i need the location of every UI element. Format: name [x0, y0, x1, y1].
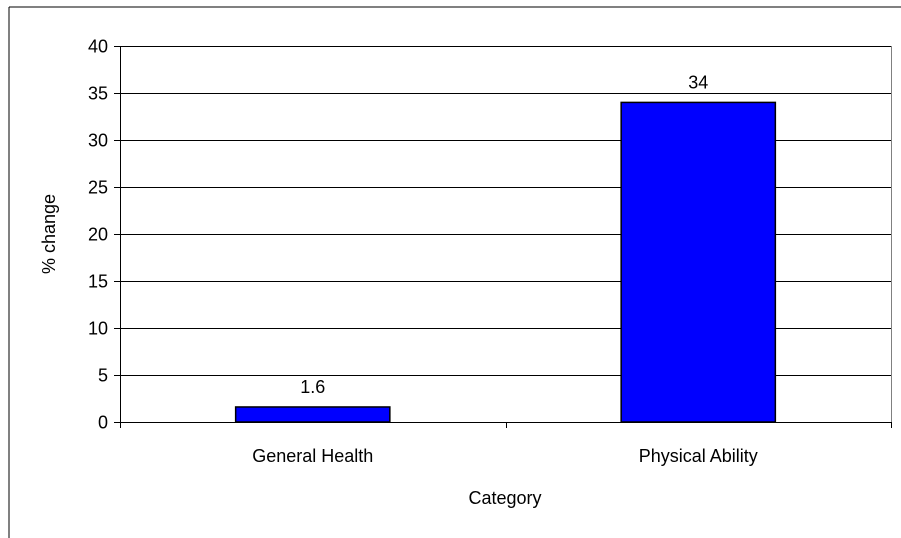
gridlines: [120, 46, 891, 376]
data-label: 34: [688, 72, 708, 92]
axes: [120, 46, 892, 428]
bar-0: [234, 406, 391, 423]
data-label: 1.6: [300, 377, 325, 397]
y-axis-title: % change: [39, 194, 59, 274]
bar-1: [620, 101, 777, 423]
y-tick-label: 0: [98, 413, 108, 433]
y-tick-label: 40: [88, 37, 108, 57]
y-tick-label: 10: [88, 319, 108, 339]
y-axis-ticks: 0 5 10 15 20 25 30 35 40: [88, 37, 120, 433]
category-label: General Health: [252, 446, 373, 466]
y-tick-label: 5: [98, 366, 108, 386]
bars: [234, 101, 777, 423]
x-axis-category-labels: General Health Physical Ability: [252, 446, 758, 466]
x-axis-title: Category: [468, 488, 541, 508]
y-tick-label: 30: [88, 131, 108, 151]
y-tick-label: 35: [88, 84, 108, 104]
y-tick-label: 15: [88, 272, 108, 292]
data-labels: 1.6 34: [300, 72, 708, 397]
category-label: Physical Ability: [639, 446, 758, 466]
y-tick-label: 20: [88, 225, 108, 245]
y-tick-label: 25: [88, 178, 108, 198]
